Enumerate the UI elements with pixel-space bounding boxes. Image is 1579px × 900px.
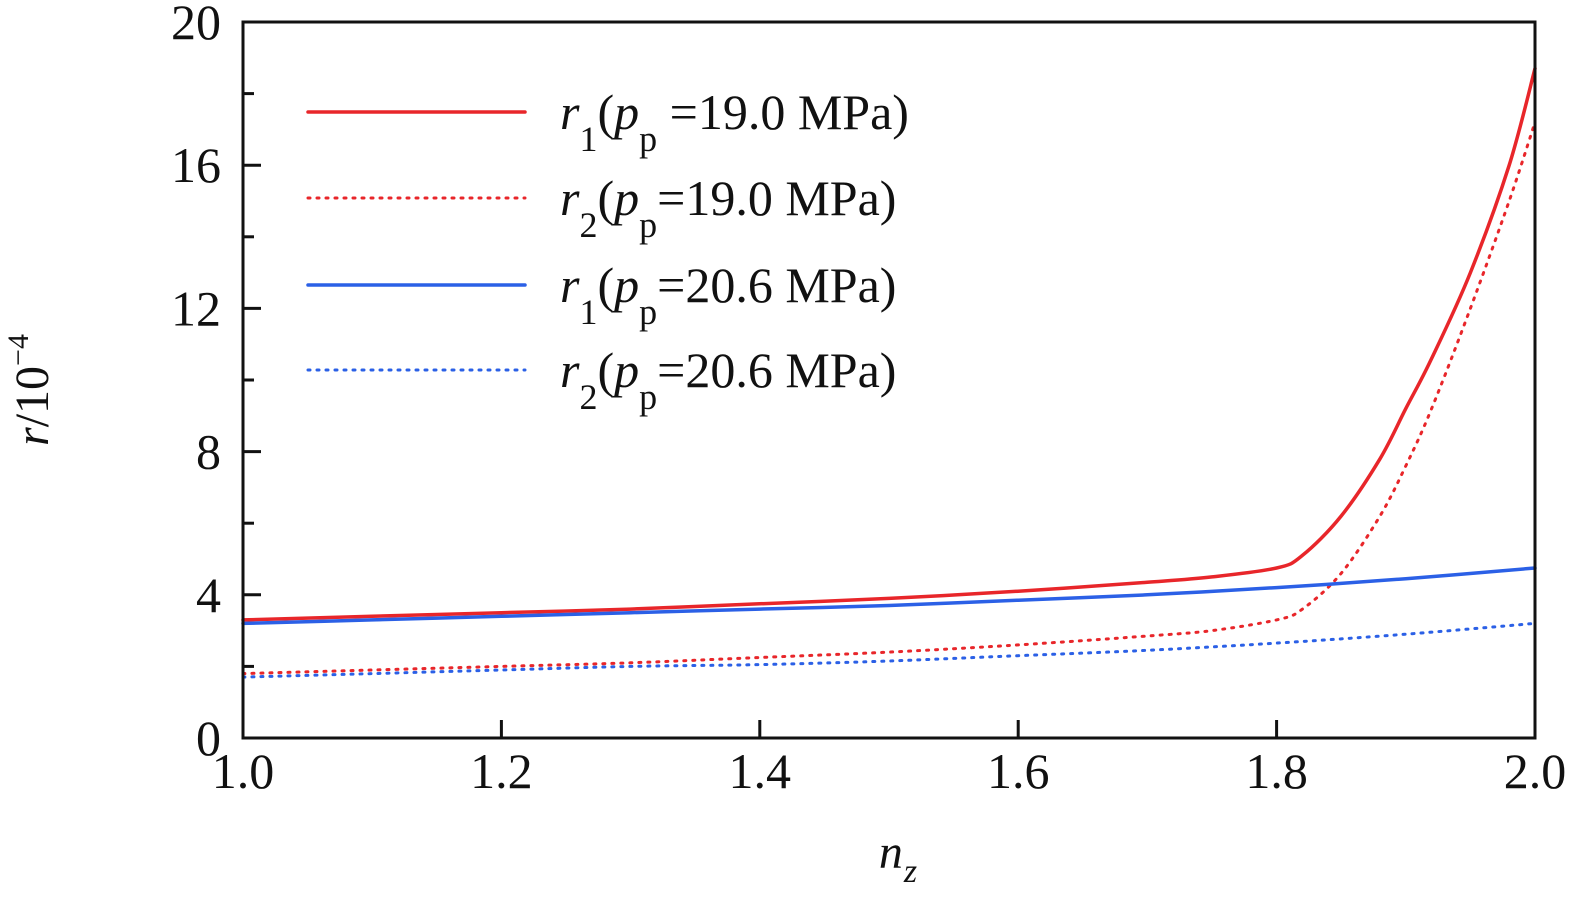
- y-tick-label: 16: [171, 137, 221, 193]
- x-tick-label: 1.4: [729, 743, 792, 799]
- legend: r1(pp =19.0 MPa) r2(pp=19.0 MPa) r1(pp=20.…: [306, 84, 909, 417]
- x-tick-label: 1.8: [1245, 743, 1308, 799]
- y-tick-label: 12: [171, 280, 221, 336]
- series-line-3: [241, 566, 1537, 626]
- y-tick-label: 4: [196, 567, 221, 623]
- y-axis-label: r/10−4: [2, 334, 59, 446]
- x-tick-label: 2.0: [1504, 743, 1567, 799]
- x-tick-label: 1.6: [987, 743, 1050, 799]
- series-line-4: [241, 621, 1537, 679]
- y-tick-label: 0: [196, 710, 221, 766]
- series-line-2: [241, 120, 1537, 676]
- x-tick-label: 1.2: [470, 743, 533, 799]
- x-tick-label: 1.0: [212, 743, 275, 799]
- legend-label-2: r2(pp=19.0 MPa): [560, 170, 896, 245]
- legend-label-4: r2(pp=20.6 MPa): [560, 342, 896, 417]
- legend-label-3: r1(pp=20.6 MPa): [560, 257, 896, 332]
- plot-lines: [241, 66, 1537, 679]
- series-line-1: [241, 66, 1537, 622]
- y-tick-label: 20: [171, 0, 221, 50]
- axis-ticks: 1.0 1.2 1.4 1.6 1.8 2.0 0 4 8 12 16 20: [171, 0, 1566, 799]
- legend-label-1: r1(pp =19.0 MPa): [560, 84, 909, 159]
- y-tick-label: 8: [196, 424, 221, 480]
- x-axis-label: nz: [879, 826, 917, 890]
